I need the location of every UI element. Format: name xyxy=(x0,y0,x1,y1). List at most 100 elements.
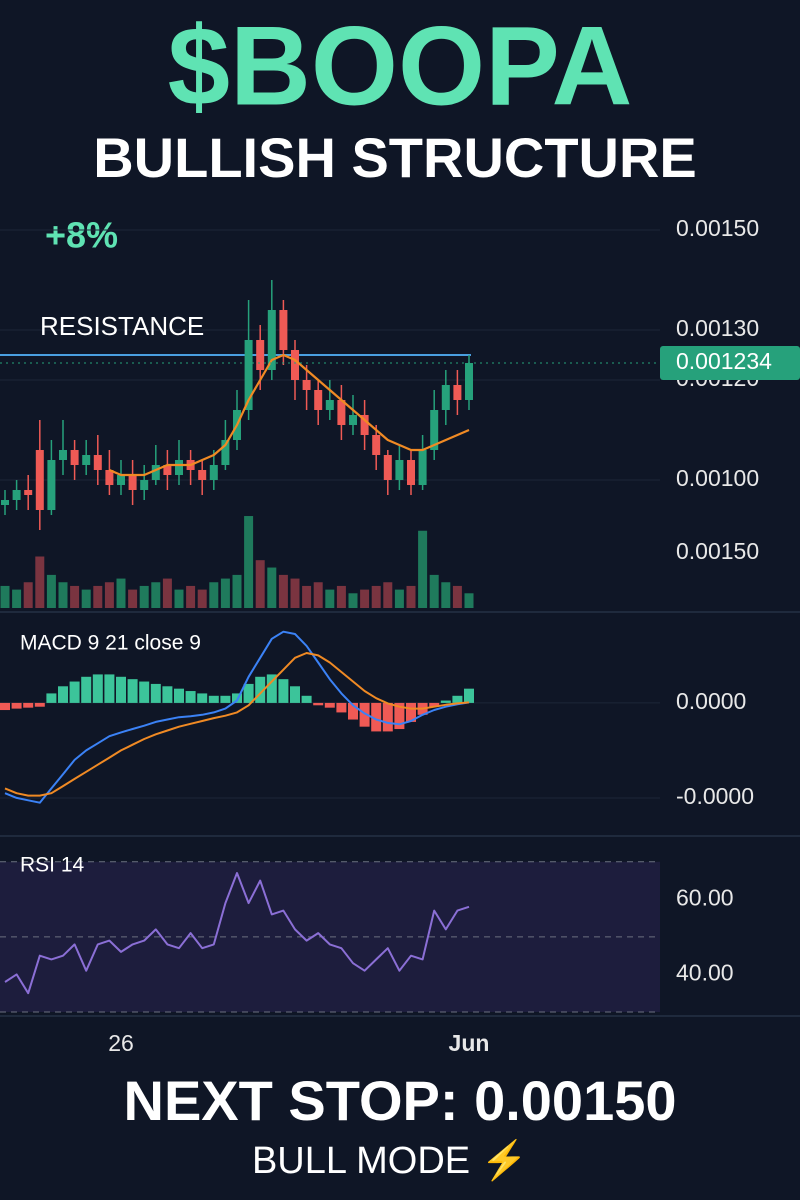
y-tick-label: 0.00150 xyxy=(676,215,759,241)
volume-bar xyxy=(151,582,161,608)
macd-histogram-bar xyxy=(382,702,393,732)
volume-bar xyxy=(139,585,149,608)
macd-histogram-bar xyxy=(127,679,138,703)
volume-bar xyxy=(197,589,207,608)
x-tick-label: Jun xyxy=(449,1030,490,1056)
volume-bar xyxy=(12,589,22,608)
macd-histogram-bar xyxy=(464,688,474,703)
candle-body xyxy=(267,310,276,370)
macd-histogram-bar xyxy=(92,674,103,703)
macd-histogram-bar xyxy=(23,702,34,708)
macd-histogram-bar xyxy=(104,674,115,703)
macd-histogram-bar xyxy=(11,702,22,709)
volume-bar xyxy=(429,574,439,608)
macd-histogram-bar xyxy=(139,681,150,703)
volume-bar xyxy=(452,585,462,608)
panel-title: RSI 14 xyxy=(20,854,85,877)
volume-bar xyxy=(104,582,114,608)
volume-bar xyxy=(116,578,126,608)
y-tick-label: 0.00130 xyxy=(676,315,759,341)
panel-title: MACD 9 21 close 9 xyxy=(20,632,201,655)
macd-histogram-bar xyxy=(278,679,289,703)
candle-body xyxy=(128,475,137,490)
candle-body xyxy=(337,400,346,425)
macd-histogram-bar xyxy=(406,702,416,722)
candle-body xyxy=(175,460,183,475)
volume-bar xyxy=(128,589,138,608)
macd-histogram-bar xyxy=(162,686,173,703)
macd-histogram-bar xyxy=(185,691,196,703)
macd-histogram-bar xyxy=(290,686,300,703)
volume-bar xyxy=(186,585,196,608)
volume-bar xyxy=(58,582,68,608)
macd-histogram-bar xyxy=(69,681,80,703)
macd-histogram-bar xyxy=(359,702,370,727)
candle-body xyxy=(314,390,323,410)
macd-histogram-bar xyxy=(371,702,382,732)
macd-histogram-bar xyxy=(34,702,45,707)
volume-bar xyxy=(93,585,103,608)
volume-bar xyxy=(383,582,393,608)
macd-histogram-bar xyxy=(81,676,92,703)
macd-histogram-bar xyxy=(266,674,277,703)
candle-body xyxy=(12,490,21,500)
y-tick-label: 0.00100 xyxy=(676,465,759,491)
candle-body xyxy=(395,460,404,480)
candle-body xyxy=(418,450,427,485)
macd-histogram-bar xyxy=(301,695,312,703)
candle-body xyxy=(383,455,392,480)
volume-bar xyxy=(348,593,358,608)
candle-body xyxy=(453,385,462,400)
volume-bar xyxy=(255,560,265,608)
volume-bar xyxy=(35,556,45,608)
volume-bar xyxy=(418,530,428,608)
candle-body xyxy=(140,480,149,490)
candle-body xyxy=(151,465,160,480)
volume-bar xyxy=(70,585,80,608)
change: +8% xyxy=(45,215,118,256)
candle-body xyxy=(93,455,102,470)
volume-bar xyxy=(360,589,370,608)
candle-body xyxy=(105,470,114,485)
volume-bar xyxy=(302,585,312,608)
volume-bar xyxy=(81,589,91,608)
footer-tagline: BULL MODE ⚡ xyxy=(252,1138,528,1183)
volume-bar xyxy=(371,585,381,608)
candle-body xyxy=(70,450,79,465)
volume-bar xyxy=(0,585,10,608)
footer-headline: NEXT STOP: 0.00150 xyxy=(124,1069,677,1132)
macd-histogram-bar xyxy=(440,700,451,703)
candle-body xyxy=(441,385,450,410)
volume-bar xyxy=(290,578,300,608)
volume-bar xyxy=(464,593,474,608)
volume-bar xyxy=(267,567,277,608)
volume-bar xyxy=(174,589,184,608)
volume-bar xyxy=(325,589,335,608)
candle-body xyxy=(59,450,67,460)
annotation: RESISTANCE xyxy=(40,311,204,341)
candle-body xyxy=(372,435,381,455)
macd-histogram-bar xyxy=(324,702,335,708)
candle-body xyxy=(302,380,311,390)
macd-histogram-bar xyxy=(58,686,68,703)
macd-line xyxy=(4,652,470,797)
macd-histogram-bar xyxy=(232,693,242,703)
y-tick-label: 60.00 xyxy=(676,884,734,910)
candle-body xyxy=(291,350,299,380)
last-price-label: 0.001234 xyxy=(676,348,772,374)
rsi-line xyxy=(4,872,470,995)
candle-body xyxy=(256,340,265,370)
x-tick-label: 26 xyxy=(108,1030,134,1056)
macd-histogram-bar xyxy=(429,702,440,707)
macd-histogram-bar xyxy=(220,695,231,703)
candle-body xyxy=(24,490,33,495)
candle-body xyxy=(279,310,288,350)
volume-bar xyxy=(313,582,323,608)
candle-body xyxy=(1,500,9,505)
macd-histogram-bar xyxy=(150,683,161,703)
macd-histogram-bar xyxy=(348,702,358,720)
macd-histogram-bar xyxy=(197,693,208,703)
candle-body xyxy=(47,460,56,510)
volume-bar xyxy=(394,589,404,608)
